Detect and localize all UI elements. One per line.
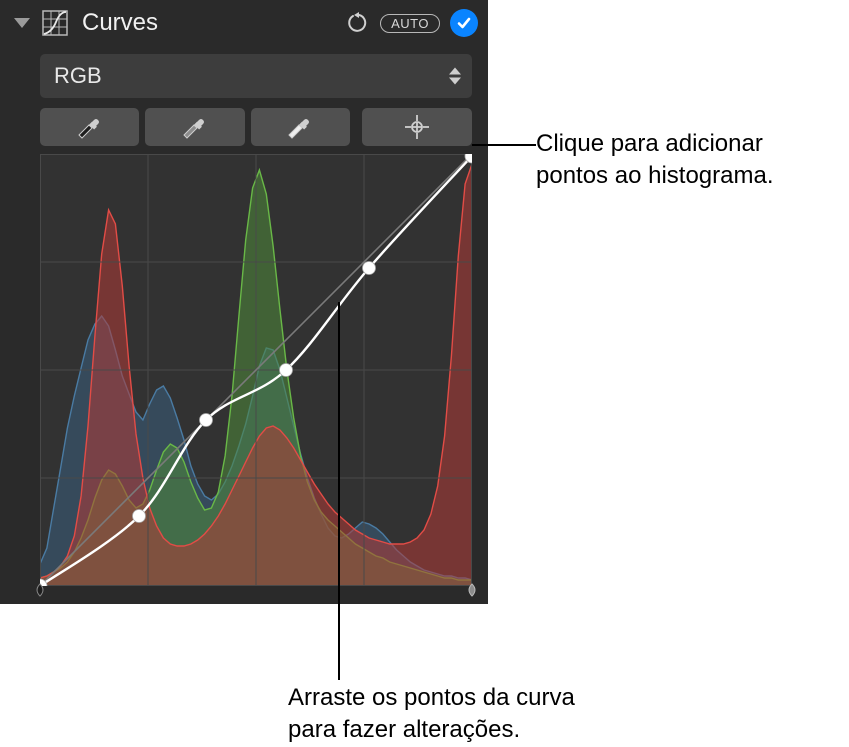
callout-add-points-text: Clique para adicionar pontos ao histogra…: [536, 130, 773, 189]
gray-point-eyedropper[interactable]: [145, 108, 244, 146]
curves-chart[interactable]: [40, 154, 472, 586]
callout-drag-points-text: Arraste os pontos da curva para fazer al…: [288, 684, 575, 743]
white-input-slider[interactable]: [464, 582, 480, 598]
channel-select-value: RGB: [54, 63, 102, 89]
channel-select[interactable]: RGB: [40, 54, 472, 98]
panel-title: Curves: [82, 9, 336, 37]
callout-drag-points: Arraste os pontos da curva para fazer al…: [288, 682, 628, 747]
panel-header: Curves AUTO: [0, 0, 488, 46]
select-stepper-icon: [446, 68, 464, 85]
black-point-eyedropper[interactable]: [40, 108, 139, 146]
callout-add-points: Clique para adicionar pontos ao histogra…: [536, 128, 836, 193]
add-point-button[interactable]: [362, 108, 472, 146]
eyedropper-row: [40, 108, 472, 146]
reset-button[interactable]: [346, 11, 370, 35]
panel-body: RGB: [0, 46, 488, 604]
auto-button[interactable]: AUTO: [380, 14, 440, 33]
curves-tool-icon: [42, 10, 68, 36]
enable-toggle[interactable]: [450, 9, 478, 37]
curves-panel: Curves AUTO RGB: [0, 0, 488, 604]
disclosure-triangle-icon[interactable]: [14, 18, 30, 28]
white-point-eyedropper[interactable]: [251, 108, 350, 146]
black-input-slider[interactable]: [32, 582, 48, 598]
